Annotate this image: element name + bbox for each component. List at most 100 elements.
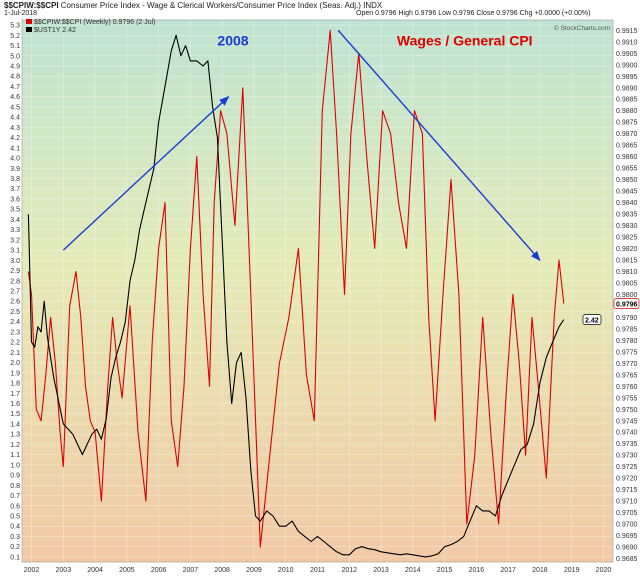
left-tick-label: 4.4 bbox=[10, 115, 20, 122]
high-value: 0.9796 bbox=[414, 10, 437, 17]
left-axis-ticks: 0.1 0.2 0.3 0.4 0.5 0.6 0.7 0.8 0.9 1.0 1.1 1.2 1.3 1… bbox=[10, 23, 20, 562]
right-tick-label: 0.9860 bbox=[616, 154, 638, 161]
right-tick-label: 0.9790 bbox=[616, 315, 638, 322]
x-tick-label: 2015 bbox=[437, 567, 453, 574]
right-tick-label: 0.9765 bbox=[616, 372, 638, 379]
left-tick-label: 4.5 bbox=[10, 104, 20, 111]
left-tick-label: 2.6 bbox=[10, 299, 20, 306]
left-tick-label: 3.4 bbox=[10, 217, 20, 224]
right-tick-label: 0.9890 bbox=[616, 85, 638, 92]
last-yield-box bbox=[582, 314, 602, 325]
right-tick-label: 0.9780 bbox=[616, 338, 638, 345]
left-tick-label: 1.1 bbox=[10, 452, 20, 459]
x-tick-label: 2003 bbox=[56, 567, 72, 574]
left-tick-label: 1.8 bbox=[10, 381, 20, 388]
left-tick-label: 3.2 bbox=[10, 237, 20, 244]
right-tick-label: 0.9815 bbox=[616, 257, 638, 264]
right-tick-label: 0.9870 bbox=[616, 131, 638, 138]
last-value-labels: 0.9796 2.42 bbox=[582, 298, 640, 325]
series-line bbox=[27, 29, 565, 548]
left-tick-label: 0.3 bbox=[10, 534, 20, 541]
chart-header: $$CPIW:$$CPI Consumer Price Index - Wage… bbox=[4, 1, 636, 10]
left-tick-label: 0.6 bbox=[10, 503, 20, 510]
right-tick-label: 0.9775 bbox=[616, 349, 638, 356]
right-tick-label: 0.9880 bbox=[616, 108, 638, 115]
right-tick-label: 0.9755 bbox=[616, 395, 638, 402]
x-tick-label: 2018 bbox=[532, 567, 548, 574]
x-axis-ticks: 2002 2003 2004 2005 2006 2007 2008 2009 2010 2011… bbox=[24, 567, 612, 574]
left-tick-label: 3.6 bbox=[10, 196, 20, 203]
left-tick-label: 4.0 bbox=[10, 156, 20, 163]
left-tick-label: 5.2 bbox=[10, 33, 20, 40]
right-tick-label: 0.9865 bbox=[616, 143, 638, 150]
x-tick-label: 2016 bbox=[469, 567, 485, 574]
annotations: 2008 Wages / General CPI bbox=[62, 29, 541, 262]
right-tick-label: 0.9905 bbox=[616, 51, 638, 58]
left-tick-label: 2.7 bbox=[10, 289, 20, 296]
right-axis-ticks: 0.9685 0.9690 0.9695 0.9700 0.9705 0.9710 0.97… bbox=[616, 28, 638, 563]
x-tick-label: 2011 bbox=[310, 567, 325, 574]
last-ratio-label: 0.9796 bbox=[616, 302, 638, 309]
symbol-label: $$CPIW:$$CPI bbox=[4, 1, 59, 10]
right-tick-label: 0.9855 bbox=[616, 166, 638, 173]
right-tick-label: 0.9740 bbox=[616, 430, 638, 437]
left-tick-label: 1.0 bbox=[10, 462, 20, 469]
right-tick-label: 0.9710 bbox=[616, 499, 638, 506]
left-tick-label: 4.8 bbox=[10, 74, 20, 81]
annotation-text: 2008 bbox=[217, 33, 248, 49]
right-tick-label: 0.9885 bbox=[616, 97, 638, 104]
trend-arrow bbox=[337, 29, 541, 262]
right-tick-label: 0.9820 bbox=[616, 246, 638, 253]
left-tick-label: 0.9 bbox=[10, 473, 20, 480]
ohlc-readout: Open 0.9796 High 0.9796 Low 0.9796 Close… bbox=[356, 10, 590, 17]
close-label: Close bbox=[476, 10, 495, 17]
left-tick-label: 3.0 bbox=[10, 258, 20, 265]
x-tick-label: 2019 bbox=[564, 567, 580, 574]
left-tick-label: 2.3 bbox=[10, 329, 20, 336]
left-tick-label: 5.0 bbox=[10, 53, 20, 60]
right-tick-label: 0.9760 bbox=[616, 384, 638, 391]
low-value: 0.9796 bbox=[452, 10, 475, 17]
left-tick-label: 0.5 bbox=[10, 513, 20, 520]
x-tick-label: 2020 bbox=[596, 567, 612, 574]
series-line bbox=[27, 34, 565, 558]
legend: $$CPIW:$$CPI (Weekly) 0.9796 (2 Jul)$UST… bbox=[26, 19, 156, 34]
left-tick-label: 1.4 bbox=[10, 421, 20, 428]
x-tick-label: 2008 bbox=[214, 567, 230, 574]
left-tick-label: 0.1 bbox=[10, 554, 20, 561]
left-tick-label: 3.7 bbox=[10, 186, 20, 193]
right-tick-label: 0.9695 bbox=[616, 533, 638, 540]
legend-swatch bbox=[26, 19, 32, 24]
left-tick-label: 2.9 bbox=[10, 268, 20, 275]
left-tick-label: 4.1 bbox=[10, 145, 20, 152]
legend-swatch bbox=[26, 27, 32, 32]
right-tick-label: 0.9745 bbox=[616, 418, 638, 425]
high-label: High bbox=[398, 10, 413, 17]
left-tick-label: 4.9 bbox=[10, 64, 20, 71]
right-tick-label: 0.9840 bbox=[616, 200, 638, 207]
left-tick-label: 1.5 bbox=[10, 411, 20, 418]
right-tick-label: 0.9770 bbox=[616, 361, 638, 368]
left-tick-label: 4.6 bbox=[10, 94, 20, 101]
left-tick-label: 1.7 bbox=[10, 391, 20, 398]
left-tick-label: 0.7 bbox=[10, 493, 20, 500]
left-tick-label: 3.3 bbox=[10, 227, 20, 234]
description-label: Consumer Price Index - Wage & Clerical W… bbox=[60, 1, 383, 10]
right-tick-label: 0.9735 bbox=[616, 441, 638, 448]
low-label: Low bbox=[438, 10, 452, 17]
x-tick-label: 2004 bbox=[87, 567, 103, 574]
x-tick-label: 2006 bbox=[151, 567, 167, 574]
x-tick-label: 2009 bbox=[246, 567, 262, 574]
left-tick-label: 3.1 bbox=[10, 248, 20, 255]
left-tick-label: 2.1 bbox=[10, 350, 20, 357]
right-tick-label: 0.9720 bbox=[616, 476, 638, 483]
right-tick-label: 0.9850 bbox=[616, 177, 638, 184]
right-tick-label: 0.9750 bbox=[616, 407, 638, 414]
right-tick-label: 0.9685 bbox=[616, 556, 638, 563]
right-tick-label: 0.9715 bbox=[616, 487, 638, 494]
chg-label: Chg bbox=[519, 10, 533, 17]
close-value: 0.9796 bbox=[496, 10, 518, 17]
left-tick-label: 2.8 bbox=[10, 278, 20, 285]
left-tick-label: 5.1 bbox=[10, 43, 20, 50]
x-tick-label: 2007 bbox=[183, 567, 199, 574]
